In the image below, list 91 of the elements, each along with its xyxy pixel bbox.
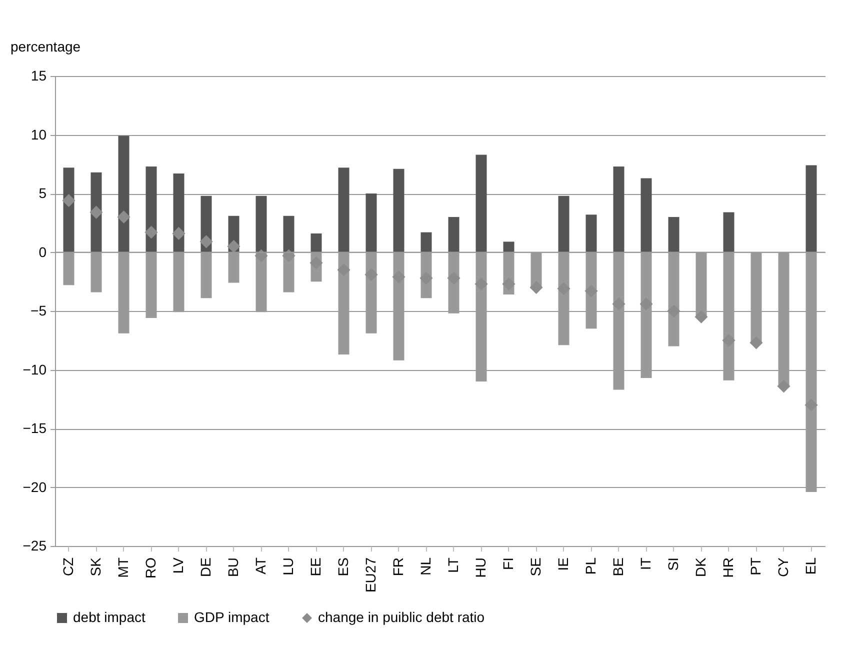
- point: [804, 398, 818, 412]
- x-tick-label: IT: [637, 557, 654, 570]
- x-tick-label: FR: [390, 558, 406, 576]
- y-tick-label: −25: [22, 538, 47, 554]
- x-tick-label: LV: [170, 556, 186, 574]
- y-tick-label: −10: [22, 361, 47, 378]
- point: [557, 282, 570, 296]
- legend-label: GDP impact: [194, 609, 270, 625]
- point: [420, 272, 433, 285]
- x-tick-label: BE: [610, 558, 626, 576]
- x-tick-label: BU: [224, 558, 241, 577]
- bar: [256, 196, 267, 252]
- x-tick-label: SK: [87, 556, 104, 576]
- point: [777, 380, 790, 393]
- point: [337, 263, 350, 276]
- point: [447, 272, 460, 285]
- bar: [63, 168, 74, 252]
- bar: [283, 216, 294, 252]
- point: [392, 270, 406, 284]
- y-tick-label: −20: [22, 478, 47, 495]
- bar: [558, 196, 570, 252]
- x-tick-label: PL: [582, 557, 598, 575]
- x-tick-label: DE: [197, 558, 214, 577]
- y-axis-title: percentage: [10, 38, 81, 54]
- point: [474, 277, 488, 290]
- bar: [118, 136, 130, 252]
- x-tick-label: LU: [280, 558, 296, 576]
- bar: [613, 166, 624, 252]
- point: [530, 280, 543, 294]
- x-tick-label: SE: [527, 558, 544, 576]
- bar: [806, 165, 817, 252]
- bar: [366, 194, 377, 252]
- y-tick-label: 5: [38, 185, 47, 201]
- bar: [448, 217, 460, 252]
- point: [667, 304, 680, 318]
- point: [502, 277, 516, 290]
- point: [144, 226, 158, 239]
- point: [227, 240, 240, 253]
- x-tick-label: FI: [500, 558, 516, 570]
- point: [640, 297, 653, 310]
- point: [117, 210, 130, 224]
- bar: [503, 242, 514, 252]
- y-tick-label: −15: [22, 420, 47, 436]
- x-tick-label: HR: [720, 558, 736, 578]
- x-tick-label: IE: [554, 558, 571, 571]
- x-tick-label: CZ: [60, 557, 76, 576]
- point: [722, 334, 736, 347]
- point: [90, 206, 103, 219]
- point: [62, 194, 76, 208]
- bar: [586, 214, 597, 252]
- y-tick-label: 15: [30, 68, 47, 84]
- point: [282, 249, 296, 262]
- bar: [338, 168, 350, 252]
- point: [750, 336, 763, 350]
- x-tick-label: LT: [444, 557, 461, 573]
- bar: [640, 178, 652, 252]
- x-tick-label: DK: [692, 556, 708, 577]
- x-tick-label: MT: [114, 557, 131, 578]
- point: [310, 256, 323, 270]
- bar: [420, 232, 432, 252]
- point: [612, 297, 626, 310]
- x-tick-label: HU: [472, 558, 488, 578]
- point: [254, 249, 268, 262]
- legend-label: change in puiblic debt ratio: [318, 609, 485, 625]
- bar: [173, 174, 184, 252]
- point: [584, 284, 598, 298]
- legend-label: debt impact: [73, 609, 146, 625]
- point: [200, 235, 213, 248]
- x-tick-label: EE: [307, 558, 324, 576]
- bar: [723, 212, 734, 252]
- bar: [146, 166, 157, 252]
- bar: [476, 154, 487, 252]
- y-tick-label: 0: [38, 244, 47, 260]
- x-tick-label: AT: [252, 557, 268, 574]
- x-tick-label: ES: [334, 558, 351, 576]
- x-tick-label: CY: [774, 556, 791, 577]
- y-tick-label: 10: [30, 126, 47, 142]
- bar: [90, 172, 102, 252]
- x-tick-label: NL: [417, 557, 434, 576]
- x-tick-label: SI: [664, 558, 681, 571]
- x-tick-label: PT: [747, 557, 764, 576]
- bar: [668, 217, 680, 252]
- x-tick-label: EL: [802, 557, 818, 575]
- x-tick-label: RO: [142, 557, 158, 578]
- bar: [393, 168, 404, 252]
- x-tick-label: EU27: [362, 557, 378, 593]
- y-tick-label: −5: [30, 302, 47, 318]
- point: [364, 268, 378, 282]
- point: [172, 226, 186, 240]
- point: [694, 310, 708, 324]
- bar: [310, 233, 322, 252]
